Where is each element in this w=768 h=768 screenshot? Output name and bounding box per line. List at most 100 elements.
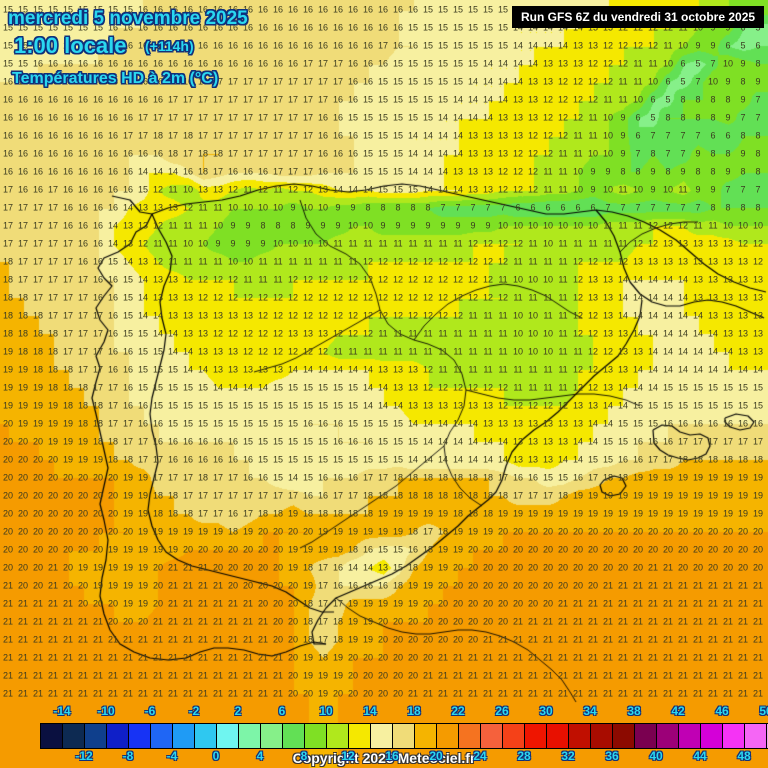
- temperature-value: 15: [377, 454, 389, 465]
- temperature-value: 21: [227, 598, 239, 609]
- temperature-value: 16: [47, 166, 59, 177]
- temperature-value: 14: [677, 328, 689, 339]
- temperature-value: 20: [212, 544, 224, 555]
- temperature-value: 21: [572, 670, 584, 681]
- temperature-value: 13: [167, 310, 179, 321]
- temperature-value: 21: [2, 634, 14, 645]
- temperature-value: 11: [363, 238, 373, 249]
- temperature-value: 20: [17, 562, 29, 573]
- temperature-value: 16: [152, 58, 164, 69]
- temperature-value: 15: [422, 94, 434, 105]
- temperature-value: 20: [242, 544, 254, 555]
- temperature-value: 12: [482, 238, 494, 249]
- temperature-value: 14: [707, 328, 719, 339]
- temperature-value: 21: [77, 634, 89, 645]
- temperature-value: 20: [92, 490, 104, 501]
- temperature-value: 12: [617, 58, 629, 69]
- temperature-value: 13: [302, 328, 314, 339]
- temperature-value: 7: [650, 202, 656, 213]
- temperature-value: 21: [692, 634, 704, 645]
- temperature-value: 21: [587, 598, 599, 609]
- temperature-value: 11: [618, 238, 628, 249]
- temperature-value: 10: [662, 184, 674, 195]
- temperature-value: 19: [587, 490, 599, 501]
- temperature-value: 21: [722, 580, 734, 591]
- temperature-value: 15: [272, 382, 284, 393]
- color-swatch: [415, 724, 437, 748]
- temperature-value: 13: [482, 130, 494, 141]
- temperature-value: 15: [17, 58, 29, 69]
- temperature-value: 10: [257, 202, 269, 213]
- temperature-value: 16: [347, 4, 359, 15]
- temperature-value: 20: [632, 526, 644, 537]
- temperature-value: 14: [362, 382, 374, 393]
- temperature-value: 21: [122, 634, 134, 645]
- temperature-value: 17: [17, 220, 29, 231]
- temperature-value: 17: [212, 508, 224, 519]
- temperature-value: 14: [137, 274, 149, 285]
- temperature-value: 19: [137, 526, 149, 537]
- temperature-value: 15: [317, 436, 329, 447]
- temperature-value: 21: [32, 616, 44, 627]
- temperature-value: 21: [632, 580, 644, 591]
- temperature-value: 13: [647, 256, 659, 267]
- temperature-value: 12: [572, 274, 584, 285]
- temperature-value: 14: [437, 166, 449, 177]
- temperature-value: 12: [497, 256, 509, 267]
- temperature-value: 13: [512, 454, 524, 465]
- temperature-value: 18: [332, 634, 344, 645]
- temperature-value: 21: [752, 670, 764, 681]
- temperature-value: 11: [198, 202, 208, 213]
- temperature-value: 11: [543, 256, 553, 267]
- temperature-value: 19: [167, 526, 179, 537]
- temperature-value: 16: [257, 58, 269, 69]
- temperature-value: 21: [197, 688, 209, 699]
- temperature-value: 11: [558, 274, 568, 285]
- temperature-value: 18: [407, 562, 419, 573]
- temperature-value: 19: [347, 598, 359, 609]
- temperature-value: 19: [137, 544, 149, 555]
- temperature-value: 18: [737, 454, 749, 465]
- temperature-value: 19: [557, 508, 569, 519]
- temperature-value: 14: [452, 148, 464, 159]
- temperature-value: 16: [407, 544, 419, 555]
- temperature-value: 21: [512, 670, 524, 681]
- temperature-value: 16: [107, 202, 119, 213]
- temperature-value: 11: [348, 256, 358, 267]
- temperature-value: 13: [737, 328, 749, 339]
- temperature-value: 16: [122, 148, 134, 159]
- temperature-value: 16: [632, 454, 644, 465]
- temperature-value: 16: [302, 40, 314, 51]
- temperature-value: 18: [197, 472, 209, 483]
- temperature-value: 18: [197, 166, 209, 177]
- temperature-value: 12: [587, 76, 599, 87]
- temperature-value: 20: [47, 508, 59, 519]
- temperature-value: 15: [377, 130, 389, 141]
- temperature-value: 16: [92, 202, 104, 213]
- temperature-value: 16: [332, 4, 344, 15]
- temperature-value: 20: [242, 562, 254, 573]
- temperature-value: 20: [2, 418, 14, 429]
- temperature-value: 11: [258, 274, 268, 285]
- temperature-value: 11: [573, 130, 583, 141]
- temperature-value: 11: [198, 256, 208, 267]
- temperature-value: 12: [227, 328, 239, 339]
- temperature-value: 16: [92, 256, 104, 267]
- temperature-value: 16: [77, 130, 89, 141]
- temperature-value: 15: [62, 22, 74, 33]
- temperature-value: 19: [632, 472, 644, 483]
- temperature-value: 10: [317, 238, 329, 249]
- temperature-value: 15: [377, 166, 389, 177]
- temperature-value: 14: [242, 382, 254, 393]
- temperature-value: 19: [677, 508, 689, 519]
- color-scale-bar[interactable]: [40, 723, 768, 749]
- temperature-value: 21: [557, 652, 569, 663]
- temperature-value: 19: [302, 670, 314, 681]
- temperature-value: 13: [557, 58, 569, 69]
- temperature-value: 13: [542, 454, 554, 465]
- temperature-value: 9: [395, 220, 401, 231]
- temperature-value: 11: [258, 256, 268, 267]
- temperature-value: 12: [272, 346, 284, 357]
- temperature-value: 17: [62, 274, 74, 285]
- temperature-value: 16: [137, 400, 149, 411]
